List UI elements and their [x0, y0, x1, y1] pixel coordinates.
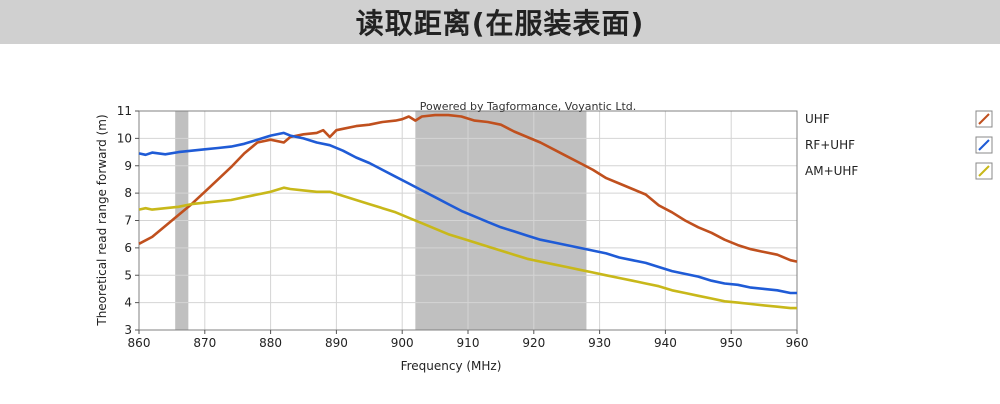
series-line-rf-uhf — [138, 131, 797, 295]
y-tick-label: 7 — [124, 214, 132, 228]
legend-swatch — [975, 162, 993, 180]
y-tick-label: 6 — [124, 241, 132, 255]
series-line-uhf — [138, 113, 798, 263]
x-tick-label: 900 — [391, 336, 414, 350]
y-tick-label: 10 — [117, 131, 132, 145]
chart-watermark: Powered by Tagformance, Voyantic Ltd. — [420, 100, 637, 113]
y-tick-label: 8 — [124, 186, 132, 200]
y-tick-label: 11 — [117, 104, 132, 118]
legend-label: AM+UHF — [805, 164, 858, 178]
x-tick-label: 960 — [786, 336, 809, 350]
legend-swatch — [975, 136, 993, 154]
x-tick-label: 930 — [588, 336, 611, 350]
x-axis-label: Frequency (MHz) — [401, 359, 502, 373]
x-tick-label: 890 — [325, 336, 348, 350]
banner-title: 读取距离(在服装表面) — [355, 7, 645, 40]
legend-label: UHF — [805, 112, 830, 126]
y-tick-label: 9 — [124, 159, 132, 173]
x-tick-label: 940 — [654, 336, 677, 350]
x-tick-label: 880 — [259, 336, 282, 350]
title-banner: 读取距离(在服装表面) — [0, 0, 1000, 44]
x-tick-label: 950 — [720, 336, 743, 350]
x-tick-label: 920 — [522, 336, 545, 350]
x-tick-label: 910 — [457, 336, 480, 350]
y-tick-label: 3 — [124, 323, 132, 337]
y-tick-label: 4 — [124, 296, 132, 310]
legend-swatch — [975, 110, 993, 128]
y-tick-label: 5 — [124, 268, 132, 282]
legend-label: RF+UHF — [805, 138, 855, 152]
x-tick-label: 870 — [193, 336, 216, 350]
series-line-am-uhf — [138, 186, 797, 310]
y-axis-label: Theoretical read range forward (m) — [95, 114, 109, 326]
x-tick-label: 860 — [128, 336, 151, 350]
read-range-chart: 860 870 880 890 900 910 920 930 940 950 960 345678… — [95, 100, 993, 373]
